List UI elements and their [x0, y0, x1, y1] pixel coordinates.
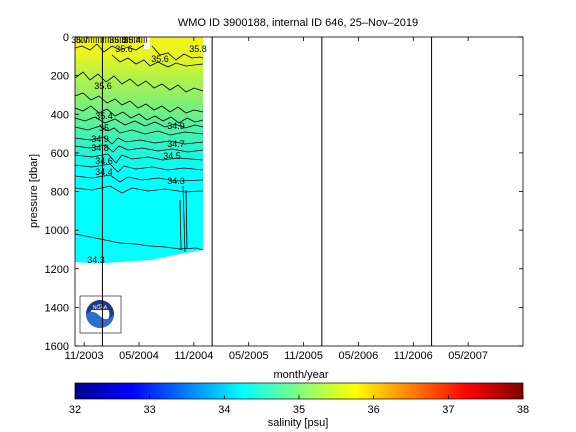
- x-axis: 11/2003 05/2004 11/2004 05/2005 11/2005 05/20…: [65, 37, 488, 362]
- colorbar-ticks: 32 33 34 35 36 37 38: [69, 395, 529, 416]
- contour-label: 34.5: [163, 151, 181, 161]
- contour-line: [74, 136, 204, 145]
- contour-line: [74, 153, 204, 164]
- contour-labels: 35.7 35.835.435.635.635.835.635.43534.934…: [71, 35, 207, 265]
- contour-line: [179, 185, 188, 253]
- contour-label: 34.8: [91, 143, 109, 153]
- colorbar-tick-label: 38: [517, 404, 529, 416]
- y-tick-label: 1000: [45, 225, 69, 237]
- x-tick-label: 11/2005: [284, 350, 323, 362]
- y-tick-label: 600: [51, 148, 69, 160]
- contour-label: 34.9: [91, 134, 109, 144]
- salinity-field-fill: [75, 37, 203, 263]
- y-tick-label: 1600: [45, 341, 69, 353]
- chart-title: WMO ID 3900188, internal ID 646, 25–Nov–…: [178, 17, 418, 29]
- x-tick-label: 05/2006: [339, 350, 379, 362]
- y-axis: 0 200 400 600 800 1000 1200 1400 1600: [45, 32, 523, 353]
- contour-label: 35.7: [71, 35, 89, 45]
- contour-label: 35.4: [95, 111, 113, 121]
- contour-line: [151, 45, 204, 61]
- contour-line: [74, 144, 204, 153]
- contour-line: [74, 71, 204, 93]
- colorbar-tick-label: 34: [218, 404, 230, 416]
- colorbar-tick-label: 35: [293, 404, 305, 416]
- contour-line: [74, 105, 204, 124]
- contour-line: [74, 233, 204, 251]
- colorbar-label: salinity [psu]: [268, 417, 329, 429]
- contour-line: [74, 185, 204, 194]
- contour-label: 35.6: [151, 54, 169, 64]
- contour-label: 35.6: [94, 81, 112, 91]
- y-tick-label: 1400: [45, 302, 69, 314]
- colorbar: 32 33 34 35 36 37 38 salinity [psu]: [69, 382, 529, 429]
- y-tick-label: 1200: [45, 264, 69, 276]
- contour-label: 34.6: [95, 156, 113, 166]
- salinity-field: [75, 37, 203, 263]
- vertical-grid: [101, 37, 433, 346]
- colorbar-tick-label: 37: [442, 404, 454, 416]
- colorbar-tick-label: 36: [368, 404, 380, 416]
- y-tick-label: 200: [51, 71, 69, 83]
- contour-line: [74, 116, 204, 129]
- y-tick-label: 0: [63, 32, 69, 44]
- missing-data-gap: [144, 37, 150, 49]
- contour-line: [74, 43, 145, 53]
- x-axis-label: month/year: [273, 369, 328, 381]
- x-tick-label: 05/2004: [119, 350, 159, 362]
- contour-label: 34.7: [167, 139, 185, 149]
- contour-label: 34.4: [95, 167, 113, 177]
- contour-line: [74, 163, 204, 173]
- noaa-logo-icon: NOAA: [79, 295, 122, 334]
- colorbar-tick-label: 32: [69, 404, 81, 416]
- x-tick-label: 11/2006: [394, 350, 433, 362]
- contour-line: [111, 54, 204, 68]
- noaa-logo-text: NOAA: [93, 305, 108, 311]
- contour-lines: [74, 43, 204, 253]
- colorbar-tick-label: 33: [144, 404, 156, 416]
- x-tick-label: 05/2005: [229, 350, 269, 362]
- contour-line: [74, 92, 204, 114]
- contour-label: 35.8: [189, 44, 207, 54]
- contour-label: 35: [99, 123, 109, 133]
- x-tick-label: 11/2004: [174, 350, 213, 362]
- x-tick-label: 11/2003: [65, 350, 104, 362]
- contour-label: 34.3: [167, 176, 185, 186]
- contour-label: 34.9: [167, 121, 185, 131]
- contour-line: [74, 174, 204, 183]
- y-axis-label: pressure [dbar]: [28, 154, 40, 228]
- y-tick-label: 400: [51, 109, 69, 121]
- contour-label: 34.3: [87, 255, 105, 265]
- contour-label: 35.6: [115, 44, 133, 54]
- x-tick-label: 05/2007: [448, 350, 488, 362]
- y-tick-label: 800: [51, 187, 69, 199]
- contour-line: [74, 125, 204, 136]
